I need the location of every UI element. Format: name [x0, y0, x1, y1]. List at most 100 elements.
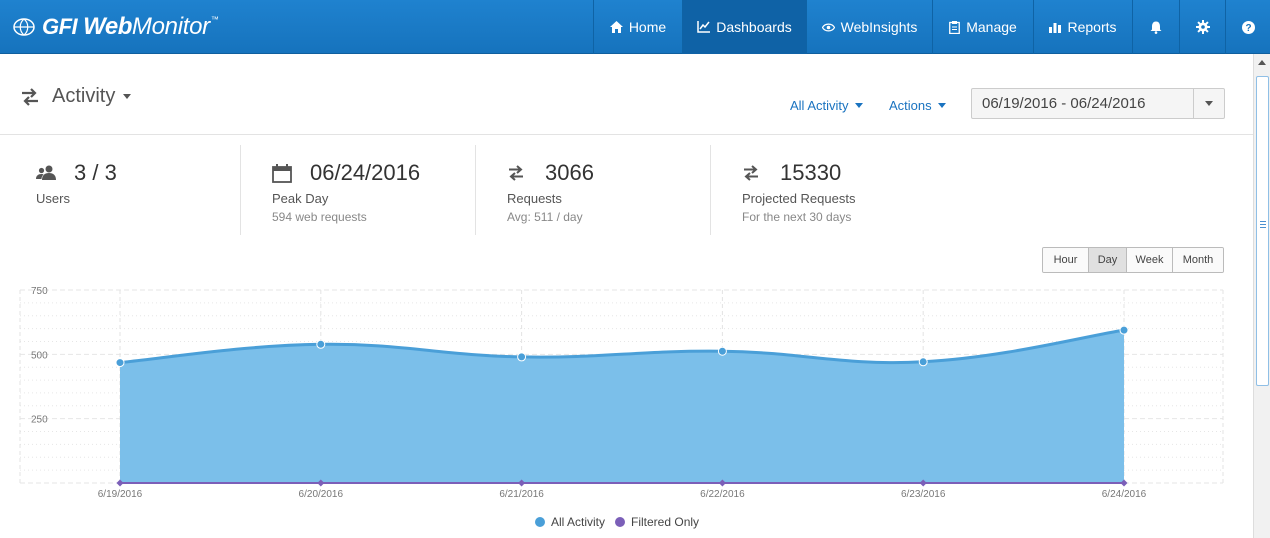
stat-requests: 3066 Requests Avg: 511 / day: [475, 145, 710, 235]
svg-text:?: ?: [1245, 23, 1251, 34]
bell-icon: [1150, 21, 1162, 34]
data-point-all-activity: [717, 346, 727, 356]
y-tick-label: 500: [31, 350, 48, 361]
nav-reports[interactable]: Reports: [1033, 0, 1132, 54]
nav-dashboards[interactable]: Dashboards: [682, 0, 806, 54]
nav-dashboards-label: Dashboards: [716, 19, 792, 35]
stat-users: 3 / 3 Users: [0, 145, 240, 235]
top-nav-bar: GFI Web Monitor ™ Home Dashboards WebIns…: [0, 0, 1270, 54]
peak-day-sub: 594 web requests: [272, 210, 367, 224]
projected-sub: For the next 30 days: [742, 210, 852, 224]
users-icon: [36, 165, 66, 181]
transfer-arrows-icon: [742, 165, 772, 181]
users-label: Users: [36, 191, 70, 206]
notifications-button[interactable]: [1132, 0, 1179, 54]
data-point-all-activity: [517, 352, 527, 362]
x-tick-label: 6/23/2016: [901, 489, 946, 500]
legend-all-activity-label: All Activity: [551, 515, 606, 529]
line-chart-icon: [697, 21, 711, 33]
granularity-week-button[interactable]: Week: [1126, 248, 1172, 272]
x-tick-label: 6/21/2016: [499, 489, 544, 500]
granularity-day-button[interactable]: Day: [1088, 248, 1126, 272]
globe-logo-icon: [13, 18, 35, 36]
nav-webinsights[interactable]: WebInsights: [806, 0, 932, 54]
actions-label: Actions: [889, 98, 932, 113]
peak-day-label: Peak Day: [272, 191, 329, 206]
main-nav: Home Dashboards WebInsights Manage Repor…: [593, 0, 1270, 54]
gear-icon: [1195, 20, 1210, 34]
activity-area-chart: 250 500 750 6/19/2016 6/20/2016 6/21/2016 6/22…: [19, 286, 1224, 500]
date-range-toggle[interactable]: [1193, 89, 1224, 118]
chart-legend: All Activity Filtered Only: [535, 515, 709, 529]
series-all-activity-line: [119, 328, 1125, 365]
nav-home-label: Home: [628, 19, 667, 35]
actions-dropdown[interactable]: Actions: [889, 98, 946, 113]
projected-label: Projected Requests: [742, 191, 856, 206]
nav-home[interactable]: Home: [593, 0, 682, 54]
data-point-filtered-only: [1120, 479, 1128, 487]
transfer-arrows-icon: [507, 165, 537, 181]
scrollbar-thumb[interactable]: [1256, 76, 1269, 386]
scrollbar-grip-icon: [1260, 221, 1266, 230]
date-range-value[interactable]: 06/19/2016 - 06/24/2016: [982, 95, 1146, 112]
data-point-filtered-only: [718, 479, 726, 487]
requests-label: Requests: [507, 191, 562, 206]
y-tick-label: 250: [31, 415, 48, 426]
data-point-all-activity: [1119, 325, 1129, 335]
peak-day-value: 06/24/2016: [310, 160, 421, 185]
x-tick-label: 6/20/2016: [299, 489, 344, 500]
chevron-down-icon: [123, 94, 132, 99]
app-logo[interactable]: GFI Web Monitor ™: [12, 12, 219, 42]
data-point-all-activity: [316, 339, 326, 349]
settings-button[interactable]: [1179, 0, 1225, 54]
data-point-filtered-only: [317, 479, 325, 487]
granularity-toggle: Hour Day Week Month: [1042, 247, 1224, 273]
logo-text-gfi: GFI: [42, 14, 78, 39]
data-point-filtered-only: [518, 479, 526, 487]
help-button[interactable]: ?: [1225, 0, 1270, 54]
eye-icon: [821, 23, 835, 32]
data-point-filtered-only: [919, 479, 927, 487]
requests-sub: Avg: 511 / day: [507, 210, 583, 224]
logo-text-monitor: Monitor: [131, 13, 210, 40]
legend-filtered-only-label: Filtered Only: [631, 515, 700, 529]
calendar-icon: [272, 163, 302, 183]
activity-filter-label: All Activity: [790, 98, 849, 113]
nav-reports-label: Reports: [1067, 19, 1117, 35]
legend-all-activity[interactable]: All Activity: [535, 515, 605, 529]
stat-peak-day: 06/24/2016 Peak Day 594 web requests: [240, 145, 475, 235]
y-tick-label: 750: [31, 286, 48, 297]
caret-down-icon: [937, 103, 946, 108]
caret-down-icon: [854, 103, 863, 108]
granularity-hour-button[interactable]: Hour: [1043, 248, 1088, 272]
granularity-month-button[interactable]: Month: [1172, 248, 1223, 272]
page-title-dropdown[interactable]: Activity: [20, 85, 132, 108]
series-all-activity-area: [120, 330, 1124, 483]
users-value: 3 / 3: [74, 160, 117, 185]
transfer-arrows-icon: [20, 87, 40, 106]
stat-projected-requests: 15330 Projected Requests For the next 30…: [710, 145, 960, 235]
data-point-all-activity: [115, 358, 125, 368]
legend-filtered-only-swatch: [615, 517, 626, 527]
projected-value: 15330: [780, 160, 842, 185]
x-tick-label: 6/19/2016: [98, 489, 143, 500]
x-tick-label: 6/22/2016: [700, 489, 745, 500]
nav-manage[interactable]: Manage: [932, 0, 1033, 54]
summary-stats: 3 / 3 Users 06/24/2016 Peak Day 594 web …: [0, 145, 960, 235]
vertical-scrollbar[interactable]: [1253, 54, 1270, 538]
page-title: Activity: [52, 85, 116, 107]
legend-filtered-only[interactable]: Filtered Only: [615, 515, 699, 529]
bar-chart-icon: [1049, 22, 1062, 33]
nav-webinsights-label: WebInsights: [840, 19, 918, 35]
help-icon: ?: [1241, 20, 1255, 34]
date-range-picker[interactable]: 06/19/2016 - 06/24/2016: [971, 88, 1225, 119]
caret-down-icon: [1205, 101, 1213, 106]
legend-all-activity-swatch: [535, 517, 545, 527]
logo-text-web: Web: [83, 13, 132, 40]
home-icon: [609, 21, 623, 33]
x-tick-label: 6/24/2016: [1102, 489, 1147, 500]
activity-filter-dropdown[interactable]: All Activity: [790, 98, 863, 113]
requests-value: 3066: [545, 160, 594, 185]
scroll-up-arrow-icon[interactable]: [1258, 60, 1266, 65]
data-point-filtered-only: [116, 479, 124, 487]
